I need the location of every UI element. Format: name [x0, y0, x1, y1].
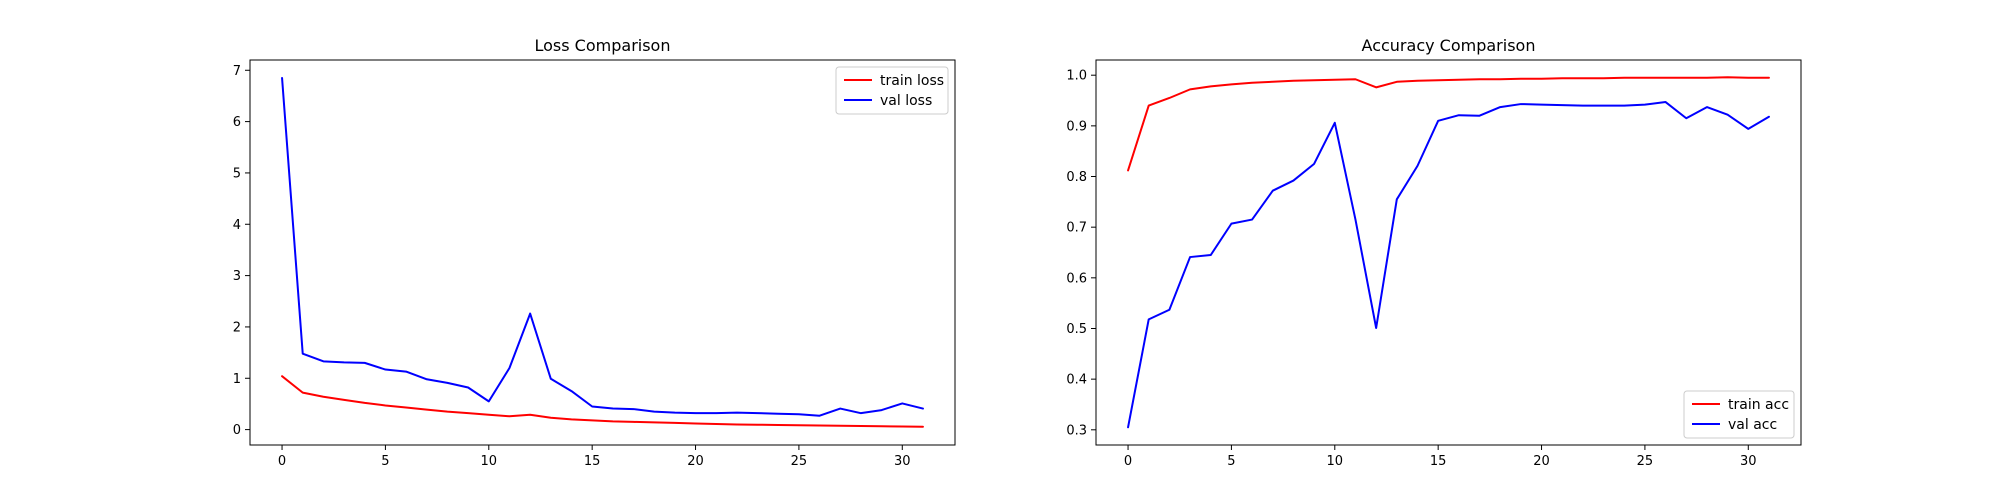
- loss-ticks: 0 5 10 15 20 25 30 0 1 2 3 4 5 6 7: [233, 64, 911, 469]
- x-tick-label: 15: [1430, 454, 1447, 469]
- legend-frame: [1683, 390, 1795, 439]
- y-tick-label: 0.8: [1066, 170, 1087, 185]
- legend-label-train-loss: train loss: [880, 73, 944, 89]
- train-loss-line: [281, 375, 924, 428]
- x-tick-label: 10: [481, 454, 498, 469]
- loss-chart-title: Loss Comparison: [535, 36, 671, 55]
- y-tick-label: 0.4: [1066, 373, 1087, 388]
- accuracy-comparison-chart: Accuracy Comparison 0 5 10 15 20 25 30 0.3 0.4 0.…: [1066, 36, 1802, 469]
- x-tick-label: 25: [791, 454, 808, 469]
- accuracy-chart-title: Accuracy Comparison: [1362, 36, 1536, 55]
- legend-label-val-acc: val acc: [1728, 417, 1777, 433]
- y-tick-label: 0.9: [1066, 119, 1087, 134]
- accuracy-legend: train acc val acc: [1683, 390, 1795, 439]
- x-tick-label: 15: [584, 454, 601, 469]
- accuracy-ticks: 0 5 10 15 20 25 30 0.3 0.4 0.5 0.6 0.7 0.8 0.9 1.0: [1066, 69, 1756, 469]
- x-tick-label: 20: [687, 454, 704, 469]
- y-tick-label: 7: [233, 64, 241, 79]
- val-acc-line: [1127, 101, 1770, 429]
- x-tick-label: 0: [1124, 454, 1132, 469]
- legend-frame: [835, 66, 949, 115]
- accuracy-series: [1127, 76, 1770, 429]
- y-tick-label: 1.0: [1066, 69, 1087, 84]
- y-tick-label: 0.6: [1066, 271, 1087, 286]
- legend-label-train-acc: train acc: [1728, 397, 1789, 413]
- x-tick-label: 0: [278, 454, 286, 469]
- x-tick-label: 5: [1227, 454, 1235, 469]
- loss-series: [281, 76, 924, 428]
- y-tick-label: 2: [233, 320, 241, 335]
- x-tick-label: 30: [1740, 454, 1757, 469]
- y-tick-label: 1: [233, 372, 241, 387]
- y-tick-label: 3: [233, 269, 241, 284]
- y-tick-label: 0: [233, 423, 241, 438]
- train-acc-line: [1127, 76, 1770, 172]
- loss-axes-frame: [249, 59, 956, 446]
- x-tick-label: 30: [894, 454, 911, 469]
- y-tick-label: 0.5: [1066, 322, 1087, 337]
- x-tick-label: 25: [1637, 454, 1654, 469]
- y-tick-label: 5: [233, 166, 241, 181]
- val-loss-line: [281, 76, 924, 417]
- x-tick-label: 10: [1327, 454, 1344, 469]
- loss-comparison-chart: Loss Comparison 0 5 10 15 20 25 30 0 1 2 3 4 5 6 7 tra…: [233, 36, 956, 469]
- x-tick-label: 5: [381, 454, 389, 469]
- loss-legend: train loss val loss: [835, 66, 949, 115]
- x-tick-label: 20: [1533, 454, 1550, 469]
- y-tick-label: 0.3: [1066, 423, 1087, 438]
- y-tick-label: 0.7: [1066, 221, 1087, 236]
- y-tick-label: 4: [233, 218, 241, 233]
- y-tick-label: 6: [233, 115, 241, 130]
- legend-label-val-loss: val loss: [880, 93, 932, 109]
